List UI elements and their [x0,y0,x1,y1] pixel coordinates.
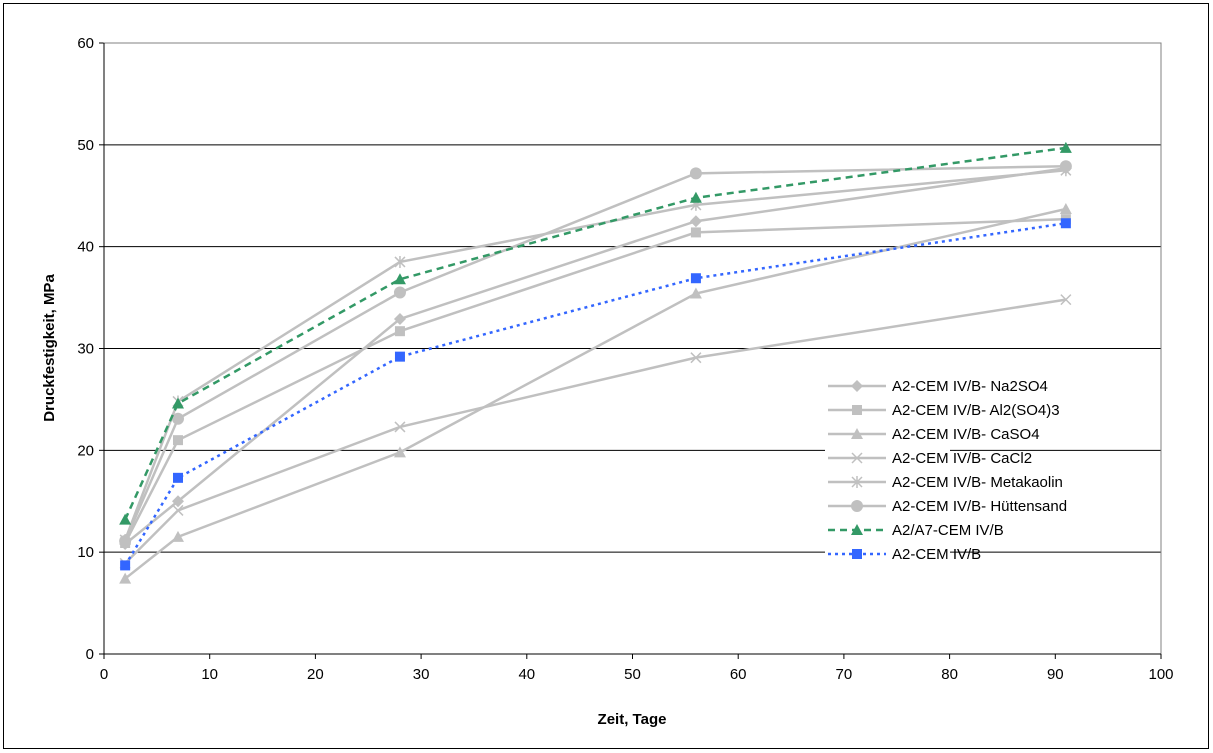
legend-entry: A2-CEM IV/B- CaCl2 [828,450,1032,467]
axes [99,42,1162,659]
data-point [172,504,184,516]
data-point [394,326,405,337]
x-tick-label: 20 [307,666,324,683]
data-point [171,495,184,508]
data-point [119,572,132,584]
legend-entry: A2-CEM IV/B- Hüttensand [828,498,1067,515]
legend-marker [852,549,862,559]
y-tick-label: 40 [77,239,94,256]
data-point [120,560,131,571]
y-tick-labels: 0 10 20 30 40 50 60 [77,35,94,663]
data-point [171,397,184,409]
x-tick-label: 90 [1047,666,1064,683]
data-point [119,534,132,547]
legend-entry: A2-CEM IV/B- Na2SO4 [828,378,1048,395]
legend-label: A2-CEM IV/B- CaSO4 [892,426,1040,443]
x-tick-label: 50 [624,666,641,683]
legend-entry: A2-CEM IV/B- Al2(SO4)3 [828,402,1060,419]
data-point [689,191,702,203]
data-point [171,412,184,425]
y-tick-label: 20 [77,442,94,459]
legend-entry: A2/A7-CEM IV/B [828,522,1004,539]
data-point [689,287,702,299]
y-tick-label: 0 [86,646,94,663]
data-point [690,273,701,284]
legend-marker [852,405,862,415]
y-tick-label: 50 [77,137,94,154]
data-point [1059,160,1072,173]
series-6 [119,141,1072,525]
y-tick-label: 10 [77,544,94,561]
y-tick-label: 30 [77,341,94,358]
legend-marker [851,476,863,488]
series-group [119,141,1072,584]
data-point [171,530,184,542]
data-point [394,255,406,268]
data-point [690,227,701,238]
legend-marker [851,524,863,535]
x-tick-label: 60 [730,666,747,683]
legend-label: A2-CEM IV/B [892,546,981,563]
data-point [172,435,183,446]
y-tick-label: 60 [77,35,94,52]
data-point [393,286,406,299]
legend-label: A2-CEM IV/B- Hüttensand [892,498,1067,515]
data-point [394,421,406,433]
legend-label: A2-CEM IV/B- CaCl2 [892,450,1032,467]
series-3 [119,294,1072,569]
chart-frame [3,3,1209,749]
legend-entry: A2-CEM IV/B [828,546,981,563]
legend-marker [851,500,863,512]
x-tick-label: 70 [836,666,853,683]
data-point [393,273,406,285]
legend-marker [851,380,863,392]
data-point [394,351,405,362]
series-line [124,222,1067,567]
data-point [393,446,406,458]
x-tick-label: 10 [201,666,218,683]
legend-label: A2-CEM IV/B- Al2(SO4)3 [892,402,1060,419]
series-2 [119,202,1072,584]
legend-label: A2-CEM IV/B- Metakaolin [892,474,1063,491]
x-axis-title: Zeit, Tage [598,711,667,728]
data-point [172,472,183,483]
series-7 [120,218,1071,571]
series-5 [119,160,1072,547]
legend-marker [851,428,863,439]
legend-entry: A2-CEM IV/B- CaSO4 [828,426,1040,443]
legend-background [825,374,950,607]
legend-label: A2/A7-CEM IV/B [892,522,1004,539]
data-point [689,215,702,228]
series-line [124,146,1067,521]
legend-marker [851,452,863,464]
data-point [690,352,702,364]
data-point [1060,294,1072,306]
x-tick-label: 100 [1148,666,1173,683]
x-tick-label: 30 [413,666,430,683]
data-point [119,513,132,525]
x-tick-label: 0 [100,666,108,683]
y-axis-title: Druckfestigkeit, MPa [41,274,58,422]
x-tick-label: 40 [518,666,535,683]
data-point [393,312,406,325]
legend-label: A2-CEM IV/B- Na2SO4 [892,378,1048,395]
data-point [1059,141,1072,153]
data-point [689,167,702,180]
data-point [1060,218,1071,229]
legend: A2-CEM IV/B- Na2SO4 A2-CEM IV/B- Al2(SO4)… [825,374,1067,607]
data-point [1059,202,1072,214]
x-tick-labels: 0 10 20 30 40 50 60 70 80 90 100 [100,666,1174,683]
x-tick-label: 80 [941,666,958,683]
legend-entry: A2-CEM IV/B- Metakaolin [828,474,1063,491]
